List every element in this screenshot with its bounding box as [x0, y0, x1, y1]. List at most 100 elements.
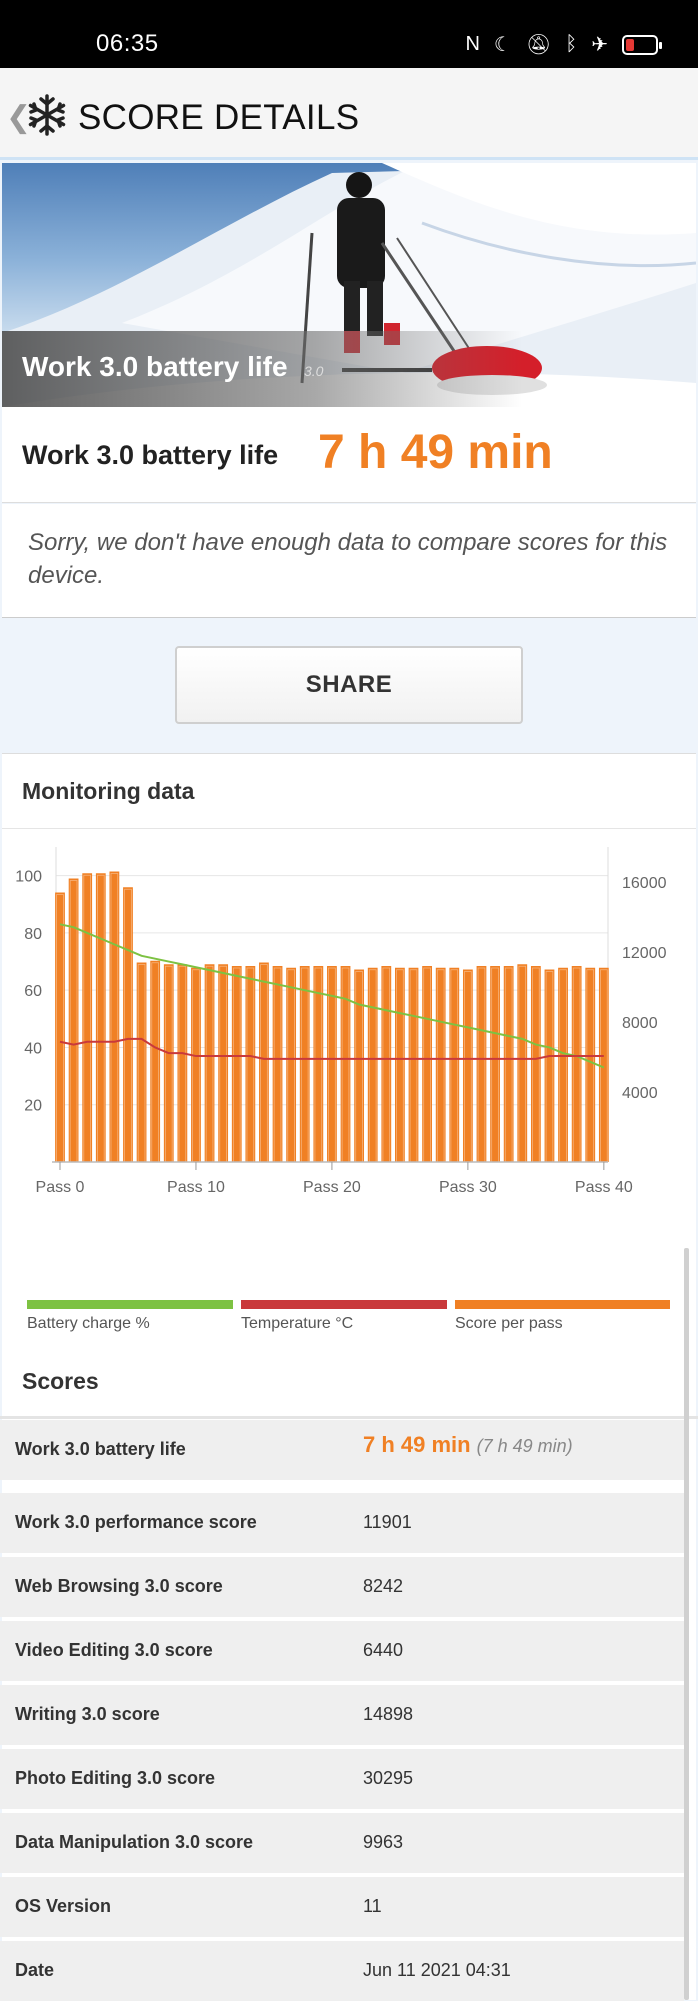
x-tick-label: Pass 20 [303, 1179, 361, 1196]
bar [476, 966, 487, 1162]
bar [530, 966, 541, 1162]
score-row-label: OS Version [15, 1896, 112, 1916]
bar [598, 967, 609, 1162]
score-label: Work 3.0 battery life [22, 440, 279, 470]
score-row-value: 30295 [363, 1768, 414, 1788]
score-row-label: Date [15, 1960, 55, 1980]
bar [218, 964, 229, 1162]
legend-battery: Battery charge % [27, 1300, 233, 1344]
bluetooth-icon: ᛒ [565, 33, 578, 55]
legend-score-label: Score per pass [455, 1315, 563, 1332]
compare-message-card: Sorry, we don't have enough data to comp… [2, 504, 696, 618]
bar [259, 962, 269, 1162]
bar [422, 966, 432, 1162]
x-tick-label: Pass 40 [575, 1179, 633, 1196]
bar [286, 967, 297, 1162]
bar [163, 964, 174, 1162]
bar [191, 967, 201, 1162]
bar [585, 967, 596, 1162]
page-title: SCORE DETAILS [78, 98, 360, 137]
score-row-data-manipulation: Data Manipulation 3.0 score 9963 [0, 1813, 684, 1873]
bell-off-icon: 🔕︎ [525, 34, 552, 56]
monitoring-chart: 20 40 60 80 100 4000 8000 12000 16000 Pass 0 Pass … [15, 847, 667, 1196]
bar [95, 873, 106, 1162]
legend-battery-label: Battery charge % [27, 1315, 150, 1332]
score-row-value: 14898 [363, 1704, 414, 1724]
status-time: 06:35 [96, 30, 159, 57]
airplane-icon: ✈ [591, 34, 608, 56]
legend-temperature-label: Temperature °C [241, 1315, 354, 1332]
bar [136, 962, 147, 1162]
score-row-value-secondary: (7 h 49 min) [476, 1436, 573, 1456]
score-row-date: Date Jun 11 2021 04:31 [0, 1941, 684, 2001]
x-tick-label: Pass 30 [439, 1179, 497, 1196]
status-bar: 06:35 N ☾ 🔕︎ ᛒ ✈ [0, 0, 698, 68]
bar [558, 967, 568, 1162]
divider [2, 828, 696, 829]
x-tick-label: Pass 10 [167, 1179, 225, 1196]
score-row-label: Video Editing 3.0 score [15, 1640, 213, 1660]
legend-score: Score per pass [455, 1300, 670, 1344]
score-row-photo-editing: Photo Editing 3.0 score 30295 [0, 1749, 684, 1809]
score-row-label: Data Manipulation 3.0 score [15, 1832, 254, 1852]
score-row-label: Work 3.0 performance score [15, 1512, 257, 1532]
back-icon[interactable]: ❮ [6, 101, 32, 134]
bar [340, 966, 351, 1162]
score-row-web-browsing: Web Browsing 3.0 score 8242 [0, 1557, 684, 1617]
bar [123, 887, 133, 1162]
bar [55, 892, 65, 1162]
share-button[interactable]: SHARE [175, 646, 523, 724]
bar [109, 871, 120, 1162]
hero-title: Work 3.0 battery life [22, 351, 288, 382]
monitoring-title: Monitoring data [22, 778, 195, 804]
score-row-battery-life: Work 3.0 battery life 7 h 49 min (7 h 49 … [0, 1420, 684, 1480]
bar [381, 966, 392, 1162]
bar [313, 966, 324, 1162]
score-row-label: Writing 3.0 score [15, 1704, 160, 1724]
score-row-value: Jun 11 2021 04:31 [363, 1960, 511, 1980]
bar [204, 964, 215, 1162]
bar [299, 966, 310, 1162]
bar [503, 966, 514, 1162]
bar [544, 969, 555, 1162]
bar [245, 966, 256, 1162]
bar [435, 967, 446, 1162]
score-row-video-editing: Video Editing 3.0 score 6440 [0, 1621, 684, 1681]
battery-icon [622, 34, 662, 55]
score-row-os-version: OS Version 11 [0, 1877, 684, 1937]
bar [150, 960, 161, 1162]
y-tick-label-right: 12000 [622, 945, 667, 962]
series-line [59, 1037, 604, 1060]
scrollbar[interactable] [684, 1248, 689, 2000]
bar [327, 966, 337, 1162]
bar [449, 967, 460, 1162]
bar [517, 964, 528, 1162]
y-tick-label-left: 60 [24, 983, 42, 1000]
compare-message: Sorry, we don't have enough data to comp… [28, 529, 668, 589]
divider [0, 1416, 698, 1419]
score-row-value: 11901 [363, 1512, 412, 1532]
bar [367, 967, 378, 1162]
bar [82, 873, 93, 1162]
bar [395, 967, 405, 1162]
score-card: Work 3.0 battery life 7 h 49 min [2, 407, 696, 503]
legend-score-swatch [455, 1300, 670, 1309]
scores-title: Scores [22, 1368, 99, 1394]
bar [231, 966, 242, 1162]
score-value: 7 h 49 min [318, 426, 553, 479]
bar [571, 966, 582, 1162]
y-tick-label-right: 4000 [622, 1085, 658, 1102]
score-row-label: Web Browsing 3.0 score [15, 1576, 223, 1596]
y-tick-label-left: 20 [24, 1098, 42, 1115]
bar [354, 969, 365, 1162]
score-row-writing: Writing 3.0 score 14898 [0, 1685, 684, 1745]
y-tick-label-left: 80 [24, 926, 42, 943]
y-tick-label-right: 16000 [622, 875, 667, 892]
nfc-icon: N [465, 33, 480, 55]
y-tick-label-right: 8000 [622, 1015, 658, 1032]
score-row-value: 9963 [363, 1832, 404, 1852]
legend-battery-swatch [27, 1300, 233, 1309]
bar [490, 966, 500, 1162]
score-row-label: Work 3.0 battery life [15, 1439, 186, 1459]
bar [408, 967, 419, 1162]
